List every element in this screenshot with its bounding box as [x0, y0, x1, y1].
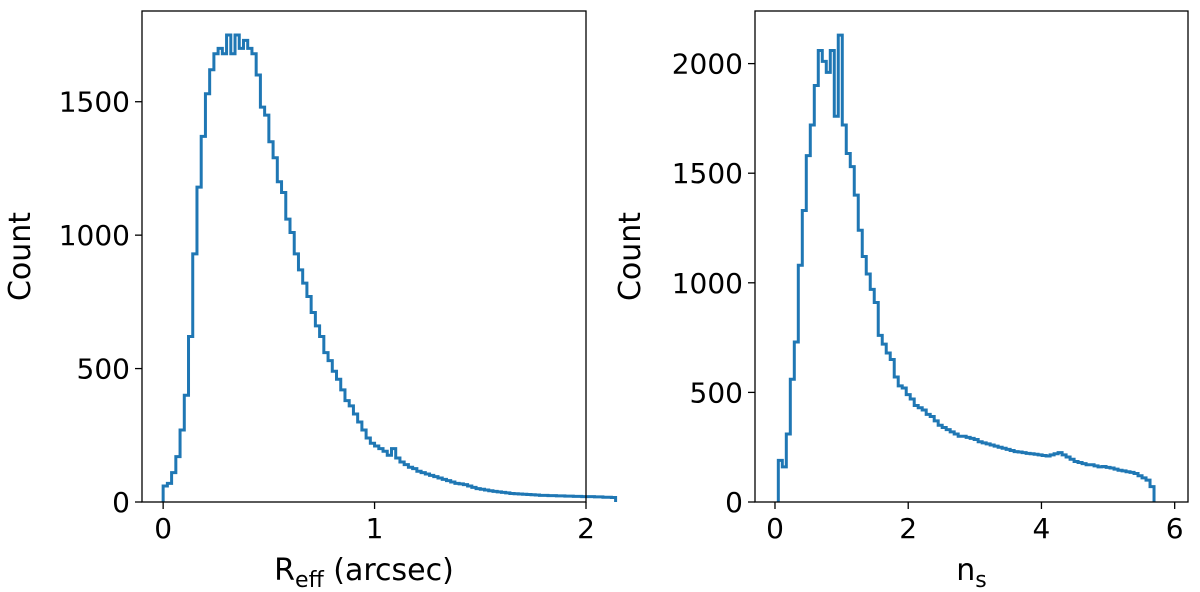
x-tick-label: 2 [899, 512, 917, 545]
x-tick-label: 1 [366, 512, 384, 545]
x-axis-label-main: R [274, 553, 295, 588]
y-tick-label: 1000 [59, 219, 130, 252]
x-axis-label-suffix: (arcsec) [324, 553, 454, 588]
x-tick-label: 4 [1033, 512, 1051, 545]
y-tick-label: 500 [690, 376, 743, 409]
y-tick-label: 2000 [672, 48, 743, 81]
y-tick-label: 1500 [59, 86, 130, 119]
x-tick-label: 6 [1166, 512, 1184, 545]
y-axis-label: Count [613, 212, 648, 301]
histogram-panel-ns: 0 2 4 6 0 500 1000 1500 2000 ns Count [613, 10, 1189, 592]
x-axis-label: ns [956, 553, 986, 592]
x-axis-label: Reff (arcsec) [274, 553, 454, 592]
x-axis-label-subscript: eff [295, 568, 325, 592]
y-tick-label: 0 [725, 486, 743, 519]
x-axis-label-subscript: s [975, 568, 986, 592]
y-axis-label: Count [3, 212, 38, 301]
axes-frame [754, 10, 1189, 503]
y-tick-label: 500 [77, 353, 130, 386]
x-tick-label: 0 [154, 512, 172, 545]
histogram-series-0 [161, 33, 618, 502]
y-tick-label: 1500 [672, 157, 743, 190]
y-tick-label: 0 [112, 486, 130, 519]
x-tick-label: 2 [577, 512, 595, 545]
histogram-series-1 [776, 33, 1156, 502]
histogram-panel-reff: 0 1 2 0 500 1000 1500 Reff (arcsec) Count [3, 10, 618, 592]
axes-frame [141, 10, 587, 503]
x-tick-label: 0 [766, 512, 784, 545]
y-tick-label: 1000 [672, 267, 743, 300]
x-axis-label-main: n [956, 553, 975, 588]
